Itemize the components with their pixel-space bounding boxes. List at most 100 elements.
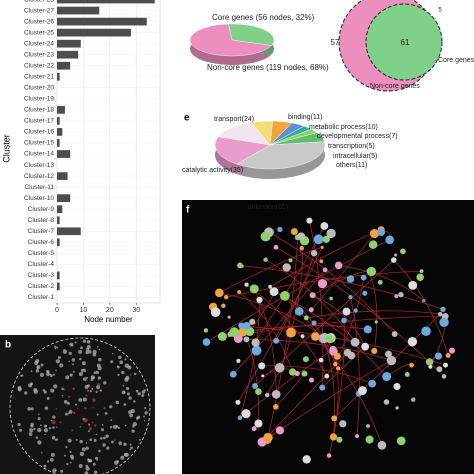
node: [78, 397, 83, 402]
node: [120, 455, 125, 460]
bar: [57, 39, 81, 48]
edge: [273, 291, 387, 377]
node: [39, 424, 42, 427]
bar: [57, 17, 147, 26]
node: [334, 261, 343, 270]
edge: [268, 231, 395, 335]
node: [264, 392, 270, 398]
node: [251, 338, 260, 347]
node: [396, 436, 406, 446]
node: [249, 318, 256, 325]
panel-f-network: [202, 217, 456, 464]
node: [346, 275, 355, 283]
node: [65, 412, 69, 416]
node: [439, 317, 449, 328]
node: [66, 462, 69, 466]
bar: [57, 61, 71, 70]
node: [326, 453, 332, 458]
node: [273, 404, 279, 410]
slice-label: metabolic process(10): [309, 124, 378, 131]
node: [93, 371, 97, 375]
y-tick-label: Cluster-28: [24, 0, 54, 3]
node: [63, 454, 66, 457]
node: [94, 424, 97, 427]
node: [49, 373, 52, 376]
node: [65, 445, 68, 449]
node: [82, 377, 87, 382]
node: [106, 446, 110, 450]
node: [129, 443, 132, 446]
node: [400, 248, 406, 255]
node: [395, 406, 399, 410]
node: [44, 433, 46, 436]
y-tick-label: Cluster-6: [28, 239, 55, 246]
node: [40, 363, 44, 367]
node: [19, 428, 23, 432]
node: [227, 315, 231, 319]
slice-label: intracellular(5): [333, 153, 377, 160]
node: [294, 370, 300, 377]
node: [317, 279, 328, 289]
node: [85, 446, 89, 450]
node: [114, 460, 119, 465]
node: [37, 417, 41, 421]
node: [87, 430, 90, 433]
node: [306, 217, 313, 224]
y-tick-label: Cluster-15: [24, 140, 54, 147]
node: [46, 372, 50, 377]
node: [104, 411, 108, 415]
node: [84, 471, 89, 474]
panel-label: e: [184, 113, 190, 124]
node: [437, 311, 443, 317]
node: [88, 350, 92, 354]
y-tick-label: Cluster-7: [28, 228, 55, 235]
y-tick-label: Cluster-9: [28, 206, 55, 213]
node: [28, 432, 33, 436]
node: [59, 421, 62, 424]
venn-label: Core genes: [438, 57, 474, 64]
node: [36, 368, 39, 370]
node: [36, 364, 41, 370]
panel-b-network: [17, 339, 148, 474]
node: [331, 415, 338, 422]
node: [391, 331, 398, 337]
node: [288, 258, 293, 263]
bar: [57, 172, 68, 180]
bar: [57, 28, 131, 37]
node: [421, 326, 431, 336]
x-tick-label: 20: [106, 307, 114, 314]
node: [129, 448, 131, 451]
node: [217, 332, 227, 341]
edge: [261, 352, 348, 443]
node: [249, 284, 259, 294]
y-tick-label: Cluster-4: [28, 261, 55, 268]
panel-b-ring: [9, 337, 151, 474]
node: [95, 433, 98, 436]
edge: [246, 339, 392, 361]
node: [326, 228, 336, 239]
y-tick-label: Cluster-27: [24, 7, 54, 14]
node: [98, 348, 101, 351]
node: [294, 307, 304, 316]
node: [244, 282, 249, 287]
y-tick-label: Cluster-8: [28, 217, 55, 224]
node: [336, 436, 343, 443]
bar: [57, 0, 155, 4]
node: [123, 453, 128, 457]
node: [263, 436, 272, 444]
node: [360, 274, 367, 281]
node: [55, 408, 57, 410]
node: [50, 388, 55, 393]
node: [68, 351, 72, 356]
node: [297, 232, 306, 241]
x-tick-label: 0: [55, 307, 59, 314]
node: [301, 370, 308, 377]
node: [52, 426, 55, 429]
node: [43, 428, 49, 433]
node: [141, 394, 145, 398]
node: [99, 389, 102, 392]
node: [116, 365, 119, 368]
node: [105, 434, 109, 438]
node: [21, 374, 24, 377]
